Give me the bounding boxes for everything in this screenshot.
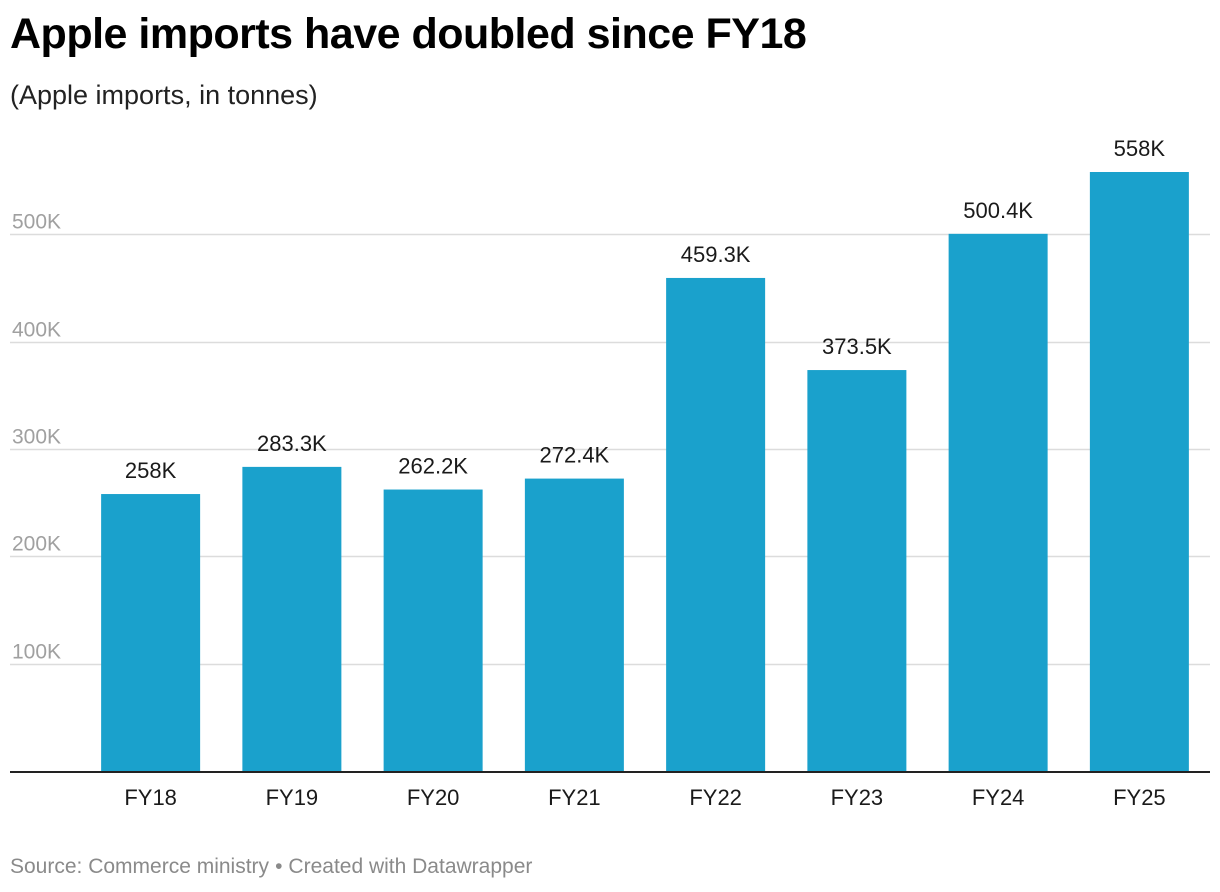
chart-title: Apple imports have doubled since FY18 (10, 10, 807, 58)
data-label: 272.4K (540, 443, 610, 468)
x-tick-label: FY19 (266, 785, 319, 810)
x-tick-label: FY24 (972, 785, 1025, 810)
bar-fy19 (242, 466, 342, 771)
bar-fy23 (807, 370, 907, 771)
y-tick-label: 100K (12, 641, 61, 664)
x-tick-label: FY18 (124, 785, 177, 810)
data-label: 283.3K (257, 431, 327, 456)
bar-fy21 (524, 478, 624, 771)
x-tick-label: FY25 (1113, 785, 1166, 810)
data-label: 558K (1114, 136, 1166, 161)
x-tick-label: FY22 (689, 785, 742, 810)
source-text: Source: Commerce ministry (10, 855, 270, 878)
footer-separator: • (275, 855, 283, 878)
y-tick-label: 300K (12, 426, 61, 449)
data-labels: 258K 283.3K 262.2K 272.4K 459.3K 373.5K 500.4K… (125, 136, 1165, 483)
chart-subtitle: (Apple imports, in tonnes) (10, 80, 318, 110)
data-label: 373.5K (822, 334, 892, 359)
y-tick-label: 400K (12, 319, 61, 342)
data-label: 262.2K (398, 454, 468, 479)
bar-fy18 (101, 494, 201, 771)
data-label: 258K (125, 458, 177, 483)
y-tick-label: 500K (12, 211, 61, 234)
y-tick-label: 200K (12, 533, 61, 556)
y-axis-ticks: 100K 200K 300K 400K 500K (12, 211, 61, 664)
x-tick-label: FY23 (831, 785, 884, 810)
x-tick-label: FY21 (548, 785, 601, 810)
bar-fy22 (666, 277, 766, 771)
x-axis-ticks: FY18 FY19 FY20 FY21 FY22 FY23 FY24 FY25 (124, 785, 1165, 810)
bar-fy20 (383, 489, 483, 771)
data-label: 500.4K (963, 198, 1033, 223)
x-tick-label: FY20 (407, 785, 460, 810)
bar-fy25 (1089, 172, 1189, 771)
credit-text: Created with Datawrapper (288, 855, 533, 878)
bars (101, 172, 1189, 771)
bar-fy24 (948, 233, 1048, 771)
source-footer: Source: Commerce ministry • Created with D… (10, 855, 532, 879)
data-label: 459.3K (681, 242, 751, 267)
